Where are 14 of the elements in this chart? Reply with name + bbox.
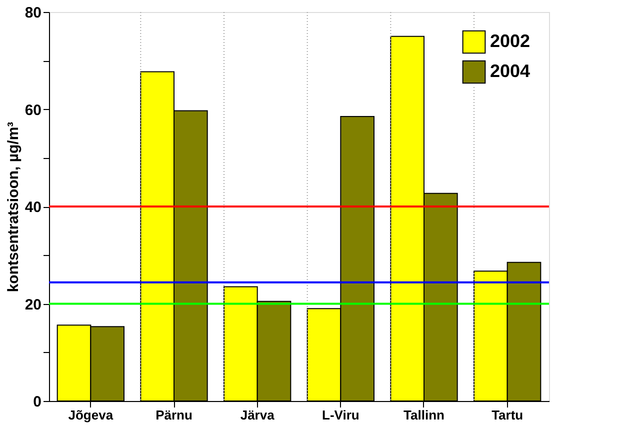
x-tick-label: Tallinn: [404, 408, 445, 422]
x-tick-label: Pärnu: [156, 408, 192, 422]
x-tick-label: Tartu: [492, 408, 524, 422]
y-tick-label: 60: [24, 102, 42, 119]
y-tick-label: 40: [24, 199, 42, 216]
y-tick-label: 80: [24, 4, 42, 22]
y-tick-label: 20: [24, 296, 42, 314]
y-tick-label: 0: [33, 394, 42, 410]
x-tick-label: Järva: [240, 408, 276, 422]
x-tick-label: L-Viru: [322, 408, 360, 422]
x-tick-label: Jõgeva: [68, 408, 114, 422]
y-axis-title: kontsentratsioon, µg/m³: [4, 122, 22, 292]
legend-label: 2002: [490, 31, 530, 51]
legend-label: 2004: [490, 61, 530, 81]
